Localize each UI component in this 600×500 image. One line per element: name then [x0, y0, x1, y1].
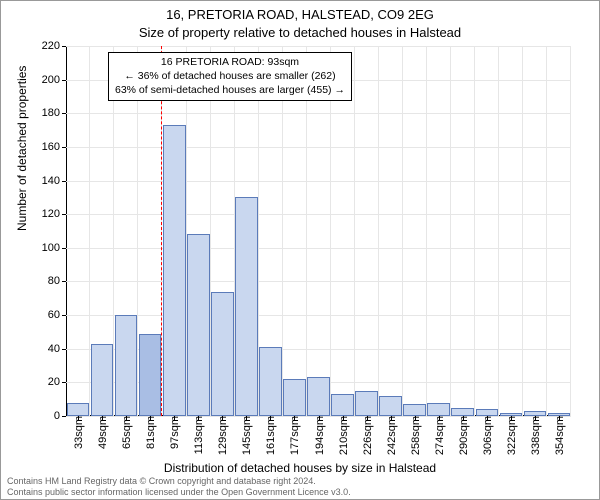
histogram-bar	[427, 403, 450, 416]
xtick-label: 33sqm	[71, 416, 85, 449]
xtick-label: 306sqm	[480, 416, 494, 455]
ytick-label: 60	[48, 309, 66, 321]
gridline-v	[522, 46, 523, 416]
gridline-h	[66, 46, 571, 47]
xtick-label: 113sqm	[191, 416, 205, 454]
histogram-bar	[259, 347, 282, 416]
gridline-h	[66, 147, 571, 148]
xtick-label: 161sqm	[263, 416, 277, 455]
annotation-line-2: ← 36% of detached houses are smaller (26…	[115, 69, 345, 83]
ytick-label: 100	[42, 242, 66, 254]
gridline-v	[474, 46, 475, 416]
xtick-label: 177sqm	[287, 416, 301, 455]
xtick-label: 145sqm	[239, 416, 253, 455]
histogram-bar	[163, 125, 186, 416]
xtick-label: 210sqm	[336, 416, 350, 455]
xtick-label: 290sqm	[456, 416, 470, 455]
gridline-h	[66, 281, 571, 282]
histogram-bar	[211, 292, 234, 416]
gridline-v	[498, 46, 499, 416]
xtick-label: 49sqm	[95, 416, 109, 449]
xtick-label: 97sqm	[167, 416, 181, 449]
gridline-h	[66, 181, 571, 182]
histogram-bar	[403, 404, 426, 416]
histogram-bar	[91, 344, 114, 416]
xtick-label: 354sqm	[552, 416, 566, 455]
ytick-label: 0	[54, 410, 66, 422]
chart-container: 16, PRETORIA ROAD, HALSTEAD, CO9 2EG Siz…	[0, 0, 600, 500]
ytick-label: 20	[48, 376, 66, 388]
histogram-bar	[524, 411, 547, 416]
x-axis-label: Distribution of detached houses by size …	[1, 461, 599, 475]
subject-marker-line	[161, 46, 162, 416]
ytick-label: 200	[42, 74, 66, 86]
xtick-label: 258sqm	[408, 416, 422, 455]
footer-line-2: Contains public sector information licen…	[7, 487, 351, 498]
ytick-label: 40	[48, 343, 66, 355]
plot-area: 02040608010012014016018020022033sqm49sqm…	[66, 46, 571, 416]
xtick-label: 226sqm	[360, 416, 374, 455]
histogram-bar	[307, 377, 330, 416]
annotation-line-3: 63% of semi-detached houses are larger (…	[115, 83, 345, 97]
histogram-bar	[476, 409, 499, 416]
gridline-h	[66, 214, 571, 215]
gridline-v	[426, 46, 427, 416]
annotation-box: 16 PRETORIA ROAD: 93sqm← 36% of detached…	[108, 52, 352, 101]
gridline-v	[450, 46, 451, 416]
gridline-h	[66, 315, 571, 316]
histogram-bar	[355, 391, 378, 416]
y-axis-label: Number of detached properties	[15, 66, 29, 231]
gridline-v	[378, 46, 379, 416]
xtick-label: 274sqm	[432, 416, 446, 455]
histogram-bar	[379, 396, 402, 416]
histogram-bar	[67, 403, 90, 416]
histogram-bar	[235, 197, 258, 416]
gridline-h	[66, 113, 571, 114]
chart-title-address: 16, PRETORIA ROAD, HALSTEAD, CO9 2EG	[1, 7, 599, 22]
histogram-bar	[139, 334, 162, 416]
xtick-label: 338sqm	[528, 416, 542, 455]
histogram-bar	[187, 234, 210, 416]
gridline-v	[354, 46, 355, 416]
ytick-label: 160	[42, 141, 66, 153]
chart-title-subtitle: Size of property relative to detached ho…	[1, 25, 599, 40]
xtick-label: 322sqm	[504, 416, 518, 455]
ytick-label: 180	[42, 107, 66, 119]
xtick-label: 65sqm	[119, 416, 133, 449]
xtick-label: 129sqm	[215, 416, 229, 455]
ytick-label: 140	[42, 175, 66, 187]
xtick-label: 194sqm	[312, 416, 326, 455]
histogram-bar	[548, 413, 571, 416]
y-axis-line	[66, 46, 67, 416]
annotation-line-1: 16 PRETORIA ROAD: 93sqm	[115, 55, 345, 69]
footer-text: Contains HM Land Registry data © Crown c…	[7, 476, 351, 498]
gridline-v	[570, 46, 571, 416]
gridline-h	[66, 248, 571, 249]
xtick-label: 242sqm	[384, 416, 398, 455]
footer-line-1: Contains HM Land Registry data © Crown c…	[7, 476, 351, 487]
histogram-bar	[331, 394, 354, 416]
histogram-bar	[451, 408, 474, 416]
ytick-label: 220	[42, 40, 66, 52]
ytick-label: 120	[42, 208, 66, 220]
gridline-v	[282, 46, 283, 416]
ytick-label: 80	[48, 275, 66, 287]
histogram-bar	[115, 315, 138, 416]
histogram-bar	[283, 379, 306, 416]
histogram-bar	[500, 413, 523, 416]
gridline-v	[330, 46, 331, 416]
gridline-v	[402, 46, 403, 416]
gridline-v	[306, 46, 307, 416]
xtick-label: 81sqm	[143, 416, 157, 449]
gridline-v	[546, 46, 547, 416]
